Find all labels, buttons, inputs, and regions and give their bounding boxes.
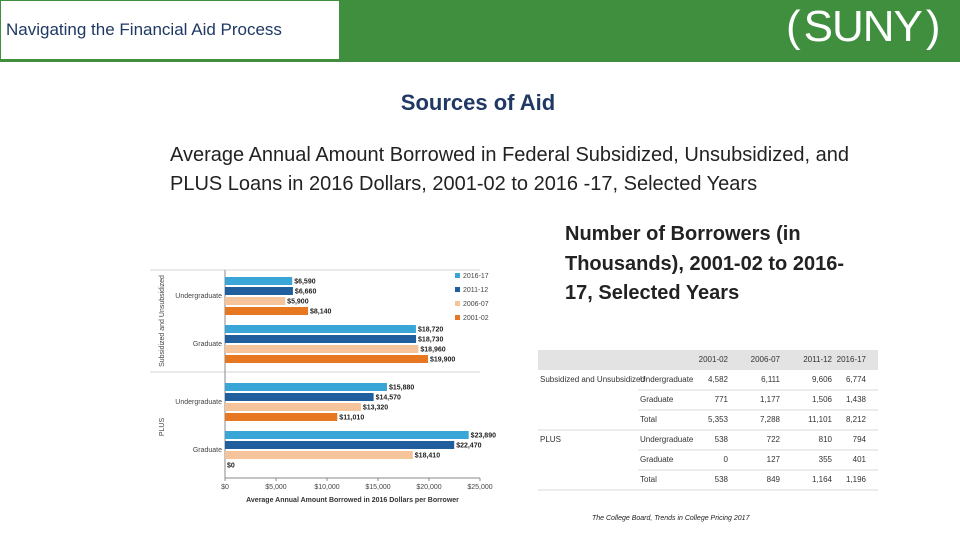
- bar: [225, 307, 309, 315]
- category-label: Graduate: [193, 341, 222, 348]
- x-tick-label: $25,000: [467, 484, 492, 491]
- table-cell: 401: [853, 455, 867, 464]
- x-tick-label: $0: [221, 484, 229, 491]
- category-label: Undergraduate: [175, 293, 222, 300]
- value-label: $14,570: [376, 394, 401, 401]
- table-cell: 810: [819, 435, 833, 444]
- x-tick-label: $15,000: [365, 484, 390, 491]
- value-label: $18,730: [418, 336, 443, 343]
- legend-swatch: [455, 287, 460, 292]
- table-cell: 7,288: [760, 415, 781, 424]
- table-header: 2011-12: [803, 355, 832, 364]
- value-label: $15,880: [389, 384, 414, 391]
- value-label: $18,960: [420, 346, 445, 353]
- legend-swatch: [455, 273, 460, 278]
- x-tick-label: $5,000: [265, 484, 287, 491]
- table-cell: Total: [640, 475, 657, 484]
- bar: [225, 325, 416, 333]
- bar: [225, 277, 293, 285]
- table-cell: 722: [767, 435, 781, 444]
- table-cell: 771: [715, 395, 729, 404]
- table-cell: 6,111: [761, 375, 780, 384]
- logo: (SUNY): [786, 2, 941, 51]
- table-cell: 1,164: [812, 475, 833, 484]
- table-header: 2001-02: [699, 355, 729, 364]
- table-group: PLUS: [540, 435, 561, 444]
- bar: [225, 355, 428, 363]
- bar: [225, 335, 417, 343]
- group-label: PLUS: [159, 418, 166, 437]
- table-cell: 849: [767, 475, 781, 484]
- table-cell: Graduate: [640, 455, 674, 464]
- logo-text: SUNY: [803, 2, 923, 51]
- table-header-bg: [538, 350, 878, 370]
- table-header: 2006-07: [751, 355, 781, 364]
- value-label: $13,320: [363, 404, 388, 411]
- table-cell: 1,177: [760, 395, 781, 404]
- legend-label: 2016-17: [463, 273, 489, 280]
- legend-label: 2006-07: [463, 301, 489, 308]
- table-cell: Undergraduate: [640, 375, 694, 384]
- category-label: Undergraduate: [175, 399, 222, 406]
- bar: [225, 345, 419, 353]
- table-cell: 8,212: [846, 415, 867, 424]
- value-label: $11,010: [339, 414, 364, 421]
- legend-label: 2001-02: [463, 315, 489, 322]
- table-cell: 4,582: [708, 375, 729, 384]
- table-cell: Total: [640, 415, 657, 424]
- value-label: $8,140: [310, 308, 332, 315]
- table-header: 2016-17: [837, 355, 867, 364]
- source: The College Board, Trends in College Pri…: [592, 515, 750, 522]
- header-title: Navigating the Financial Aid Process: [6, 20, 282, 39]
- table-cell: 1,438: [846, 395, 867, 404]
- table-cell: 1,506: [812, 395, 833, 404]
- value-label: $18,720: [418, 326, 443, 333]
- group-label: Subsidized and Unsubsidized: [159, 275, 166, 367]
- bar: [225, 451, 413, 459]
- table-cell: 127: [767, 455, 781, 464]
- table-caption: Number of Borrowers (in Thousands), 2001…: [565, 223, 844, 304]
- table-cell: 1,196: [846, 475, 867, 484]
- table-cell: 0: [724, 455, 729, 464]
- value-label: $23,890: [471, 432, 496, 439]
- table-cell: 538: [715, 435, 729, 444]
- table-cell: 5,353: [708, 415, 729, 424]
- value-label: $5,900: [287, 298, 309, 305]
- table-cell: 794: [853, 435, 867, 444]
- header-bar: [340, 0, 960, 62]
- heading: Sources of Aid: [400, 90, 556, 115]
- table-cell: 11,101: [808, 415, 832, 424]
- table-cell: Undergraduate: [640, 435, 694, 444]
- bar: [225, 297, 286, 305]
- bar: [225, 287, 293, 295]
- value-label: $0: [227, 462, 235, 469]
- header-box: [0, 0, 340, 62]
- table-cell: 6,774: [846, 375, 867, 384]
- table-cell: 538: [715, 475, 729, 484]
- value-label: $22,470: [456, 442, 481, 449]
- table-cell: 355: [819, 455, 833, 464]
- bar: [225, 431, 469, 439]
- value-label: $6,660: [295, 288, 317, 295]
- table-cell: Graduate: [640, 395, 674, 404]
- bar: [225, 441, 455, 449]
- legend-label: 2011-12: [463, 287, 488, 294]
- x-tick-label: $10,000: [314, 484, 339, 491]
- x-axis-label: Average Annual Amount Borrowed in 2016 D…: [246, 497, 459, 504]
- chart-caption: Average Annual Amount Borrowed in Federa…: [170, 144, 849, 195]
- bar: [225, 413, 338, 421]
- value-label: $18,410: [415, 452, 440, 459]
- bar: [225, 403, 361, 411]
- value-label: $6,590: [294, 278, 316, 285]
- bar: [225, 393, 374, 401]
- category-label: Graduate: [193, 447, 222, 454]
- value-label: $19,900: [430, 356, 455, 363]
- table-group: Subsidized and Unsubsidized: [540, 375, 645, 384]
- legend-swatch: [455, 315, 460, 320]
- table-cell: 9,606: [812, 375, 833, 384]
- x-tick-label: $20,000: [416, 484, 441, 491]
- bar: [225, 383, 387, 391]
- legend-swatch: [455, 301, 460, 306]
